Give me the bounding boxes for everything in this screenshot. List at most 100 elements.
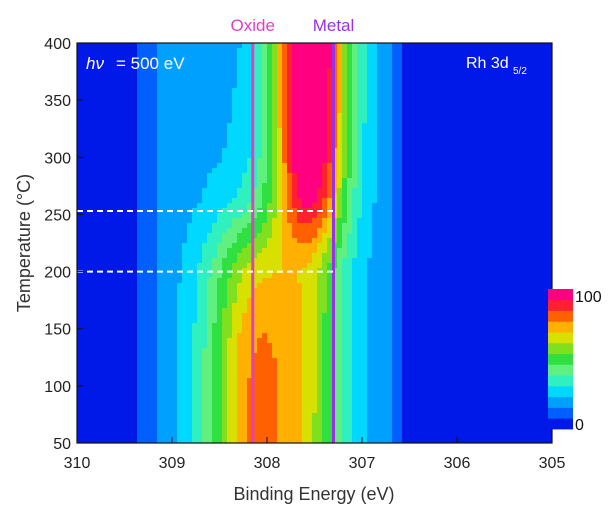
heatmap-cell <box>172 143 178 149</box>
heatmap-cell <box>442 263 448 269</box>
heatmap-cell <box>147 238 153 244</box>
heatmap-cell <box>402 268 408 274</box>
heatmap-cell <box>452 113 458 119</box>
heatmap-cell <box>512 243 518 249</box>
heatmap-cell <box>482 113 488 119</box>
heatmap-cell <box>222 118 228 124</box>
heatmap-cell <box>292 293 298 299</box>
heatmap-cell <box>362 128 368 134</box>
heatmap-cell <box>117 228 123 234</box>
heatmap-cell <box>417 78 423 84</box>
heatmap-cell <box>497 173 503 179</box>
heatmap-cell <box>412 153 418 159</box>
heatmap-cell <box>247 298 253 304</box>
heatmap-cell <box>447 203 453 209</box>
heatmap-cell <box>292 193 298 199</box>
heatmap-cell <box>347 293 353 299</box>
heatmap-cell <box>547 103 552 109</box>
heatmap-cell <box>202 248 208 254</box>
heatmap-cell <box>202 108 208 114</box>
heatmap-cell <box>202 188 208 194</box>
heatmap-cell <box>457 158 463 164</box>
heatmap-cell <box>427 48 433 54</box>
heatmap-cell <box>207 238 213 244</box>
heatmap-cell <box>407 148 413 154</box>
heatmap-cell <box>402 258 408 264</box>
heatmap-cell <box>537 168 543 174</box>
heatmap-cell <box>422 188 428 194</box>
heatmap-cell <box>217 103 223 109</box>
heatmap-cell <box>227 78 233 84</box>
heatmap-cell <box>397 298 403 304</box>
heatmap-cell <box>397 248 403 254</box>
heatmap-cell <box>372 248 378 254</box>
heatmap-cell <box>497 258 503 264</box>
heatmap-cell <box>397 103 403 109</box>
heatmap-cell <box>302 243 308 249</box>
heatmap-cell <box>537 153 543 159</box>
heatmap-cell <box>197 48 203 54</box>
heatmap-cell <box>407 138 413 144</box>
heatmap-cell <box>527 288 533 294</box>
heatmap-cell <box>302 138 308 144</box>
heatmap-cell <box>122 63 128 69</box>
heatmap-cell <box>92 273 98 279</box>
heatmap-cell <box>432 158 438 164</box>
heatmap-cell <box>522 98 528 104</box>
heatmap-cell <box>337 83 343 89</box>
heatmap-cell <box>127 48 133 54</box>
heatmap-cell <box>127 238 133 244</box>
heatmap-cell <box>487 153 493 159</box>
heatmap-cell <box>287 103 293 109</box>
heatmap-cell <box>467 48 473 54</box>
heatmap-cell <box>457 238 463 244</box>
heatmap-cell <box>457 98 463 104</box>
heatmap-cell <box>287 263 293 269</box>
heatmap-cell <box>397 183 403 189</box>
heatmap-cell <box>382 213 388 219</box>
heatmap-cell <box>512 63 518 69</box>
heatmap-cell <box>187 53 193 59</box>
heatmap-cell <box>387 268 393 274</box>
heatmap-cell <box>102 68 108 74</box>
heatmap-cell <box>492 248 498 254</box>
heatmap-cell <box>387 298 393 304</box>
heatmap-cell <box>152 208 158 214</box>
heatmap-cell <box>447 288 453 294</box>
heatmap-cell <box>532 98 538 104</box>
heatmap-cell <box>517 243 523 249</box>
heatmap-cell <box>202 78 208 84</box>
heatmap-cell <box>507 198 513 204</box>
heatmap-cell <box>177 298 183 304</box>
heatmap-cell <box>282 83 288 89</box>
heatmap-cell <box>447 123 453 129</box>
heatmap-cell <box>87 68 93 74</box>
heatmap-cell <box>212 268 218 274</box>
heatmap-cell <box>167 203 173 209</box>
heatmap-cell <box>192 208 198 214</box>
heatmap-cell <box>437 58 443 64</box>
heatmap-cell <box>227 173 233 179</box>
heatmap-cell <box>157 273 163 279</box>
heatmap-cell <box>352 133 358 139</box>
heatmap-cell <box>392 248 398 254</box>
heatmap-cell <box>437 233 443 239</box>
heatmap-cell <box>132 63 138 69</box>
heatmap-cell <box>107 213 113 219</box>
heatmap-cell <box>232 298 238 304</box>
heatmap-cell <box>462 233 468 239</box>
heatmap-cell <box>542 258 548 264</box>
heatmap-cell <box>517 238 523 244</box>
heatmap-cell <box>242 43 248 49</box>
heatmap-cell <box>162 278 168 284</box>
heatmap-cell <box>502 258 508 264</box>
heatmap-cell <box>197 238 203 244</box>
heatmap-cell <box>242 283 248 289</box>
heatmap-cell <box>117 183 123 189</box>
heatmap-cell <box>122 223 128 229</box>
heatmap-cell <box>352 168 358 174</box>
heatmap-cell <box>137 128 143 134</box>
heatmap-cell <box>402 53 408 59</box>
heatmap-cell <box>322 133 328 139</box>
heatmap-cell <box>132 223 138 229</box>
